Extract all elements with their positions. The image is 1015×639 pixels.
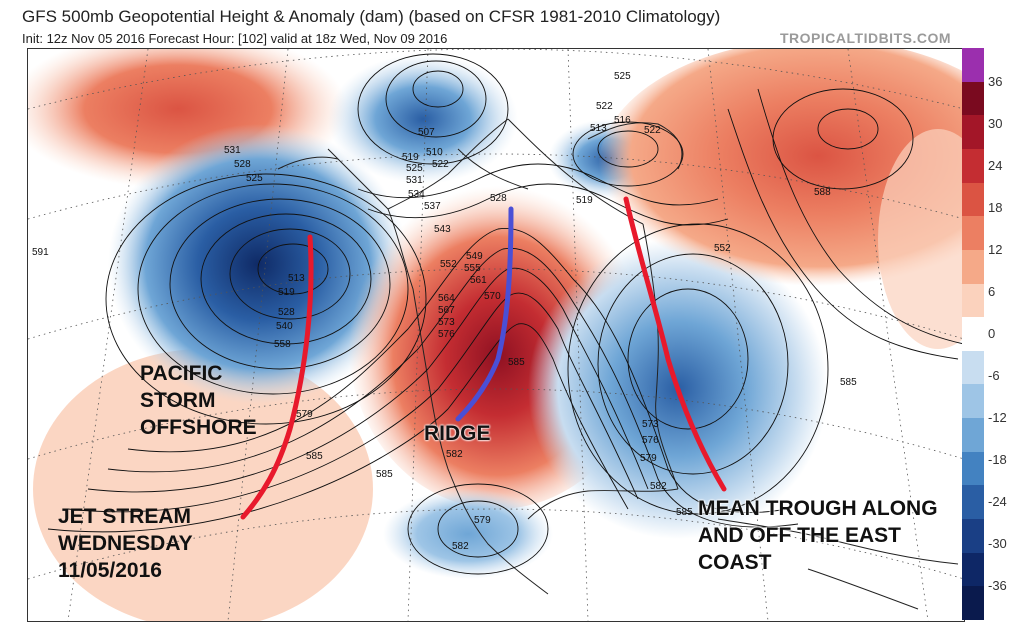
ridge-annotation: RIDGE <box>424 422 491 445</box>
contour-label: 531 <box>224 145 241 156</box>
contour-label: 513 <box>590 123 607 134</box>
contour-label: 534 <box>408 189 425 200</box>
contour-label: 567 <box>438 305 455 316</box>
colorbar-segment <box>962 552 984 587</box>
contour-label: 585 <box>376 469 393 480</box>
contour-label: 522 <box>644 125 661 136</box>
contour-label: 558 <box>274 339 291 350</box>
colorbar-label: -24 <box>988 494 1007 510</box>
pacific-storm-annotation: PACIFIC STORM OFFSHORE <box>140 362 257 439</box>
colorbar-label: -18 <box>988 452 1007 468</box>
contour-label: 570 <box>484 291 501 302</box>
contour-label: 528 <box>278 307 295 318</box>
contour-label: 573 <box>438 317 455 328</box>
colorbar-segment <box>962 350 984 385</box>
contour-label: 588 <box>814 187 831 198</box>
colorbar-label: -12 <box>988 410 1007 426</box>
colorbar-segment <box>962 485 984 520</box>
colorbar-segment <box>962 586 984 621</box>
trough-annotation: MEAN TROUGH ALONG AND OFF THE EAST COAST <box>698 497 938 574</box>
colorbar-segment <box>962 283 984 318</box>
contour-label: 543 <box>434 224 451 235</box>
height-contours <box>47 53 964 575</box>
contour-label: 507 <box>418 127 435 138</box>
colorbar-label: 12 <box>988 241 1003 257</box>
contour-label: 552 <box>440 259 457 270</box>
contour-label: 537 <box>424 201 441 212</box>
trough-axis-line <box>623 196 727 492</box>
jet-stream-line <box>240 234 314 520</box>
colorbar-segment <box>962 48 984 83</box>
contour-label: 561 <box>470 275 487 286</box>
contour-label: 582 <box>452 541 469 552</box>
colorbar-label: 0 <box>988 326 996 341</box>
contour-label: 525 <box>406 163 423 174</box>
contour-label: 513 <box>288 273 305 284</box>
colorbar-segment <box>962 384 984 419</box>
contour-label: 549 <box>466 251 483 262</box>
contour-label: 525 <box>614 71 631 82</box>
contour-label: 522 <box>432 159 449 170</box>
contour-label: 591 <box>32 247 49 258</box>
map-canvas: 591 531 528 525 507 510 519 522 525 531 … <box>27 48 965 622</box>
ridge-axis-line <box>455 206 514 422</box>
contour-label: 528 <box>234 159 251 170</box>
contour-label: 519 <box>278 287 295 298</box>
colorbar-label: -30 <box>988 536 1007 552</box>
contour-label: 555 <box>464 263 481 274</box>
colorbar-segment <box>962 519 984 554</box>
colorbar-segment <box>962 182 984 217</box>
contour-label: 582 <box>650 481 667 492</box>
colorbar-segment <box>962 451 984 486</box>
contour-label: 519 <box>402 152 419 163</box>
colorbar-segment <box>962 249 984 285</box>
contour-label: 564 <box>438 293 455 304</box>
map-subtitle: Init: 12z Nov 05 2016 Forecast Hour: [10… <box>22 31 448 46</box>
contour-label: 528 <box>490 193 507 204</box>
contour-label: 531 <box>406 175 423 186</box>
colorbar-segment <box>962 115 984 150</box>
contour-label: 573 <box>642 419 659 430</box>
contour-label: 525 <box>246 173 263 184</box>
colorbar-label: 36 <box>988 73 1003 89</box>
contour-label: 510 <box>426 147 443 158</box>
colorbar-label: 30 <box>988 115 1003 131</box>
colorbar-segment <box>962 148 984 184</box>
contour-label: 582 <box>446 449 463 460</box>
contour-label: 552 <box>714 243 731 254</box>
anomaly-shading <box>28 49 964 621</box>
colorbar-segment <box>962 418 984 453</box>
credit-label: TROPICALTIDBITS.COM <box>780 30 952 46</box>
map-svg: 591 531 528 525 507 510 519 522 525 531 … <box>28 49 964 621</box>
colorbar-segment <box>962 81 984 116</box>
colorbar-label: 18 <box>988 199 1003 215</box>
contour-label: 579 <box>474 515 491 526</box>
contour-label: 585 <box>306 451 323 462</box>
contour-label: 576 <box>642 435 659 446</box>
contour-label: 540 <box>276 321 293 332</box>
contour-label: 579 <box>640 453 657 464</box>
map-title: GFS 500mb Geopotential Height & Anomaly … <box>22 7 721 26</box>
contour-label: 585 <box>508 357 525 368</box>
anomaly-colorbar <box>962 48 984 621</box>
contour-labels: 591 531 528 525 507 510 519 522 525 531 … <box>32 71 857 552</box>
colorbar-label: -36 <box>988 578 1007 594</box>
contour-label: 522 <box>596 101 613 112</box>
contour-label: 579 <box>296 409 313 420</box>
contour-label: 576 <box>438 329 455 340</box>
contour-label: 519 <box>576 195 593 206</box>
colorbar-label: 6 <box>988 283 996 299</box>
colorbar-label: 24 <box>988 157 1003 173</box>
colorbar-label: -6 <box>988 368 1000 384</box>
contour-label: 516 <box>614 115 631 126</box>
contour-label: 585 <box>676 507 693 518</box>
colorbar-segment <box>962 317 984 352</box>
contour-label: 585 <box>840 377 857 388</box>
colorbar-segment <box>962 216 984 251</box>
jet-stream-annotation: JET STREAM WEDNESDAY 11/05/2016 <box>58 505 193 582</box>
